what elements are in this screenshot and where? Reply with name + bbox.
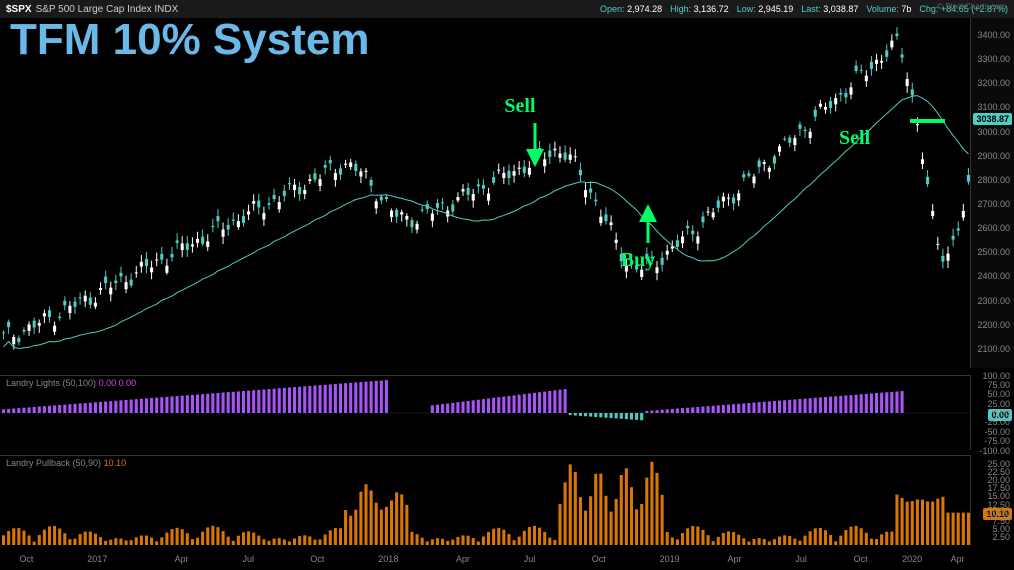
buy-label: Buy [621,249,655,272]
time-x-axis: Oct2017AprJulOct2018AprJulOct2019AprJulO… [0,550,970,564]
system-title: TFM 10% System [10,15,369,65]
stock-chart-container: $SPX S&P 500 Large Cap Index INDX Open: … [0,0,1014,570]
landry-lights-svg [0,376,970,450]
ticker-symbol: $SPX [6,4,32,15]
sell-label-1: Sell [504,95,535,118]
price-chart[interactable]: Sell Buy Sell [0,18,970,368]
landry-lights-y-axis: 0.00 -100.00-75.00-50.00-25.000.0025.005… [970,375,1014,450]
price-y-axis: 3038.87 2100.002200.002300.002400.002500… [970,18,1014,368]
sell-label-2: Sell [839,127,870,150]
watermark: © StockCharts.com [937,2,1006,11]
current-price-badge: 3038.87 [973,113,1012,125]
landry-pullback-panel[interactable]: Landry Pullback (50,90) 10.10 [0,455,970,545]
price-chart-svg [0,18,970,368]
landry-pullback-y-axis: 10.10 2.505.007.5010.0012.5015.0017.5020… [970,455,1014,545]
landry-pullback-svg [0,456,970,545]
ticker-description: S&P 500 Large Cap Index INDX [36,4,179,15]
landry-lights-panel[interactable]: Landry Lights (50,100) 0.00 0.00 [0,375,970,450]
